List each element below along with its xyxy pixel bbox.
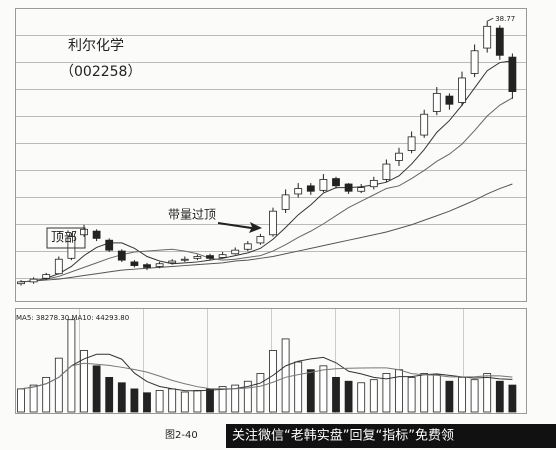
volume-bar (42, 376, 51, 413)
candle-body (80, 228, 88, 236)
candle-body (29, 278, 38, 283)
candle-body (67, 236, 76, 259)
volume-bar (29, 384, 38, 413)
volume-bar (155, 390, 164, 413)
volume-bar (17, 388, 25, 413)
annotation-box (46, 227, 86, 249)
volume-bar (281, 338, 290, 413)
candle-body (319, 179, 328, 191)
volume-bar (243, 380, 252, 413)
candle-body (168, 260, 177, 264)
candle-body (445, 95, 454, 105)
max-label: 38.77 (495, 15, 515, 23)
candle-body (42, 274, 51, 279)
stock-code: （002258） (60, 64, 141, 80)
volume-bar (332, 376, 340, 413)
volume-bar (445, 380, 454, 413)
volume-bar (483, 373, 492, 413)
ma-line (20, 353, 513, 392)
candle-body (155, 263, 164, 267)
volume-bar (206, 388, 214, 413)
max-marker (486, 17, 494, 22)
volume-bar (508, 384, 517, 413)
candle-body (382, 163, 391, 180)
volume-bar (218, 386, 227, 413)
candle-body (206, 255, 214, 259)
ma-line (20, 60, 513, 283)
candle-body (218, 254, 227, 258)
candle-body (458, 77, 466, 103)
candle-body (105, 239, 114, 251)
volume-bar (105, 376, 114, 413)
volume-bar (294, 361, 303, 413)
candle-body (243, 243, 252, 250)
volume-bar (168, 388, 177, 413)
candle-body (180, 258, 189, 261)
volume-bar (407, 376, 416, 413)
candle-body (17, 281, 25, 285)
ma-line (20, 97, 513, 283)
candle-body (54, 258, 63, 275)
annotation: 带量过顶 (168, 208, 216, 222)
candle-body (130, 261, 139, 266)
candle-body (395, 152, 403, 161)
volume-bar (231, 384, 240, 413)
candle-body (143, 264, 151, 268)
price-panel (15, 8, 527, 302)
candle-body (281, 194, 290, 210)
candle-body (432, 92, 441, 112)
candle-body (483, 25, 492, 49)
volume-bar (193, 390, 202, 413)
volume-bar (80, 350, 88, 413)
candle-body (369, 179, 378, 188)
watermark-box (226, 424, 556, 448)
candle-body (231, 249, 240, 255)
volume-bar (256, 373, 265, 413)
volume-bar (458, 376, 466, 413)
candle-body (193, 256, 202, 259)
volume-bar (369, 379, 378, 413)
volume-bar (54, 357, 63, 413)
ma-line (20, 183, 513, 283)
volume-bar (92, 365, 101, 413)
volume-bar (306, 369, 315, 413)
volume-bar (382, 373, 391, 413)
volume-bar (357, 382, 366, 413)
candle-body (495, 27, 504, 56)
volume-bar (130, 388, 139, 413)
candle-body (407, 136, 416, 151)
figure-caption: 图2-40 (165, 429, 198, 441)
volume-bar (143, 392, 151, 413)
watermark: 关注微信“老韩实盘”回复“指标”免费领 (232, 428, 454, 444)
volume-bar (395, 369, 403, 413)
candle-body (306, 185, 315, 192)
candle-body (269, 210, 277, 236)
candle-body (470, 50, 479, 74)
annotation-arrow (218, 222, 262, 233)
candle-body (92, 230, 101, 239)
volume-legend: MA5: 38278.30 MA10: 44293.80 (16, 314, 129, 322)
candle-body (344, 183, 353, 192)
volume-bar (420, 373, 429, 413)
chart-title: 利尔化学 (68, 38, 124, 54)
candle-body (294, 188, 303, 195)
candle-body (256, 236, 265, 244)
volume-bar (180, 391, 189, 413)
candle-body (117, 250, 126, 261)
volume-bar (319, 365, 328, 413)
volume-bar (495, 380, 504, 413)
ma-line (20, 362, 513, 390)
candle-body (508, 56, 517, 92)
volume-bar (432, 374, 441, 413)
candle-body (332, 178, 340, 187)
volume-bar (470, 379, 479, 413)
annotation: 顶部 (51, 231, 77, 246)
volume-bar (117, 382, 126, 413)
volume-bar (344, 380, 353, 413)
candle-body (357, 187, 366, 192)
candle-body (420, 113, 429, 136)
